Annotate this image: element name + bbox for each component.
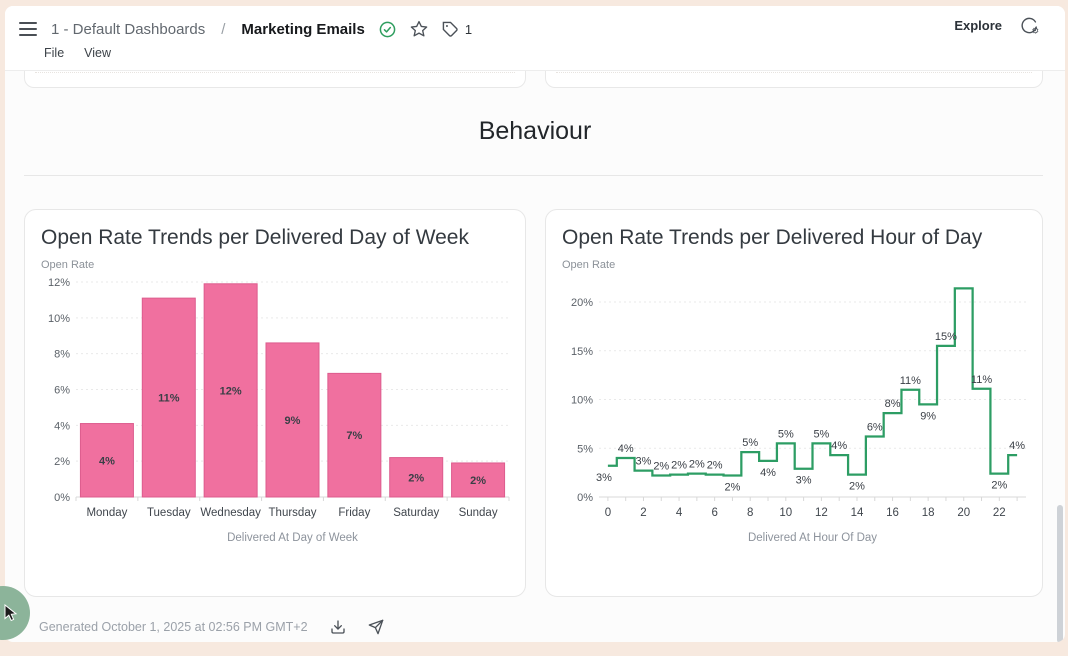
svg-text:4%: 4%	[1009, 440, 1025, 452]
svg-text:5%: 5%	[577, 443, 593, 455]
download-icon[interactable]	[330, 619, 346, 635]
svg-text:4: 4	[676, 507, 683, 519]
svg-text:⚙: ⚙	[1031, 25, 1039, 35]
hour-of-day-step-chart[interactable]: 0%5%10%15%20%0 2 4 6 8 10 12 14 16 18 20 223%4%3% 2%…	[562, 277, 1028, 555]
svg-text:2%: 2%	[653, 461, 669, 473]
svg-text:22: 22	[993, 507, 1006, 519]
footer: Generated October 1, 2025 at 02:56 PM GM…	[39, 619, 384, 635]
svg-text:2%: 2%	[470, 475, 486, 487]
svg-text:12: 12	[815, 507, 828, 519]
svg-text:0%: 0%	[577, 492, 593, 504]
svg-text:2%: 2%	[724, 482, 740, 494]
svg-text:10%: 10%	[571, 395, 593, 407]
svg-text:15%: 15%	[935, 331, 957, 343]
svg-text:15%: 15%	[571, 346, 593, 358]
svg-text:14: 14	[851, 507, 864, 519]
svg-text:12%: 12%	[220, 385, 242, 397]
svg-text:2%: 2%	[991, 480, 1007, 492]
dashboard-content: Behaviour Open Rate Trends per Delivered…	[5, 71, 1065, 642]
svg-text:Delivered At Hour Of Day: Delivered At Hour Of Day	[748, 532, 877, 544]
verified-check-icon[interactable]	[379, 21, 396, 38]
svg-text:4%: 4%	[99, 455, 115, 467]
chart-subtitle-day-of-week: Open Rate	[41, 259, 95, 271]
svg-text:6%: 6%	[54, 385, 70, 397]
menu-file[interactable]: File	[44, 46, 65, 60]
menubar: File View	[44, 46, 111, 60]
svg-text:11%: 11%	[971, 374, 992, 386]
svg-text:0: 0	[605, 507, 611, 519]
breadcrumb-separator: /	[221, 20, 226, 38]
card-open-rate-day-of-week: Open Rate Trends per Delivered Day of We…	[24, 209, 526, 597]
menu-view[interactable]: View	[84, 46, 112, 60]
tag-count: 1	[464, 21, 473, 37]
svg-text:4%: 4%	[618, 443, 634, 455]
svg-text:8: 8	[747, 507, 753, 519]
svg-text:8%: 8%	[885, 398, 901, 410]
svg-text:8%: 8%	[54, 349, 70, 361]
svg-text:Saturday: Saturday	[393, 507, 439, 519]
page-title: Marketing Emails	[241, 20, 365, 38]
hamburger-menu-icon[interactable]	[19, 22, 37, 36]
tags-control[interactable]: 1	[442, 21, 472, 38]
svg-text:4%: 4%	[54, 420, 70, 432]
svg-text:18: 18	[922, 507, 935, 519]
svg-text:2%: 2%	[408, 472, 424, 484]
svg-text:2: 2	[640, 507, 646, 519]
refresh-settings-icon[interactable]: ⚙	[1020, 16, 1039, 35]
tag-icon	[442, 21, 459, 38]
generated-timestamp: Generated October 1, 2025 at 02:56 PM GM…	[39, 620, 308, 634]
svg-text:4%: 4%	[831, 440, 847, 452]
svg-text:2%: 2%	[54, 456, 70, 468]
svg-text:2%: 2%	[849, 481, 865, 493]
svg-text:16: 16	[886, 507, 899, 519]
chart-title-day-of-week: Open Rate Trends per Delivered Day of We…	[41, 226, 469, 249]
svg-text:20%: 20%	[571, 297, 593, 309]
svg-text:11%: 11%	[900, 375, 921, 387]
card-open-rate-hour-of-day: Open Rate Trends per Delivered Hour of D…	[545, 209, 1043, 597]
svg-text:5%: 5%	[742, 437, 758, 449]
chart-title-hour-of-day: Open Rate Trends per Delivered Hour of D…	[562, 226, 983, 249]
svg-text:0%: 0%	[54, 492, 70, 504]
app-window: 1 - Default Dashboards / Marketing Email…	[5, 6, 1065, 642]
svg-text:7%: 7%	[346, 430, 362, 442]
svg-text:4%: 4%	[760, 467, 776, 479]
svg-text:5%: 5%	[778, 428, 794, 440]
svg-text:2%: 2%	[689, 459, 705, 471]
vertical-scrollbar[interactable]	[1057, 505, 1063, 642]
explore-button[interactable]: Explore	[954, 18, 1002, 33]
svg-text:3%: 3%	[596, 472, 612, 484]
svg-text:12%: 12%	[48, 277, 70, 289]
svg-text:5%: 5%	[813, 428, 829, 440]
send-icon[interactable]	[368, 619, 384, 635]
svg-text:11%: 11%	[158, 393, 180, 405]
svg-text:20: 20	[957, 507, 970, 519]
svg-text:10%: 10%	[48, 313, 70, 325]
svg-text:Wednesday: Wednesday	[200, 507, 261, 519]
svg-text:Sunday: Sunday	[459, 507, 498, 519]
partial-card-right	[545, 71, 1043, 88]
svg-text:3%: 3%	[796, 475, 812, 487]
section-heading: Behaviour	[478, 117, 592, 145]
svg-text:6: 6	[711, 507, 717, 519]
svg-text:2%: 2%	[707, 460, 723, 472]
day-of-week-bar-chart[interactable]: 0% 2% 4% 6% 8% 10% 12% 4% Monday 11% Tuesday 12% Wed…	[41, 277, 511, 555]
svg-text:Friday: Friday	[338, 507, 370, 519]
svg-text:Thursday: Thursday	[269, 507, 317, 519]
chart-subtitle-hour-of-day: Open Rate	[562, 259, 616, 271]
svg-text:10: 10	[779, 507, 792, 519]
breadcrumb-root[interactable]: 1 - Default Dashboards	[51, 20, 206, 38]
svg-text:9%: 9%	[285, 415, 301, 427]
svg-text:Tuesday: Tuesday	[147, 507, 191, 519]
svg-text:9%: 9%	[920, 410, 936, 422]
svg-text:3%: 3%	[636, 456, 652, 468]
svg-text:6%: 6%	[867, 422, 883, 434]
section-divider	[24, 175, 1043, 176]
svg-text:2%: 2%	[671, 460, 687, 472]
partial-card-left	[24, 71, 526, 88]
svg-text:Delivered At Day of Week: Delivered At Day of Week	[227, 532, 358, 544]
mouse-cursor-icon	[2, 603, 18, 627]
header: 1 - Default Dashboards / Marketing Email…	[5, 6, 1065, 71]
star-icon[interactable]	[410, 20, 428, 38]
svg-text:Monday: Monday	[86, 507, 127, 519]
